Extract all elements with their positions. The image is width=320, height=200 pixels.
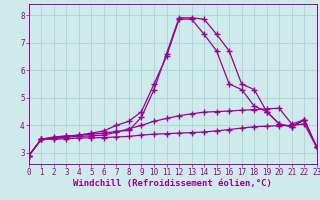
X-axis label: Windchill (Refroidissement éolien,°C): Windchill (Refroidissement éolien,°C) (73, 179, 272, 188)
